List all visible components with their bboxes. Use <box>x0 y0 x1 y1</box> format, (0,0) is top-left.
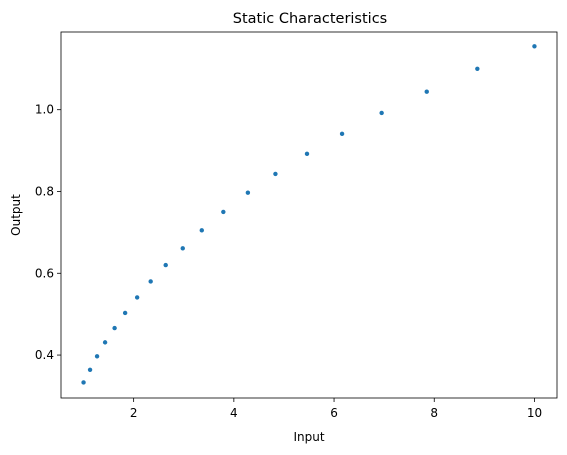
x-axis-label: Input <box>293 430 324 444</box>
data-point <box>304 151 310 157</box>
data-point <box>87 367 93 372</box>
x-tick-label: 4 <box>230 406 238 420</box>
y-tick-label: 1.0 <box>35 103 54 117</box>
data-point <box>199 228 204 233</box>
y-axis-label: Output <box>9 194 23 236</box>
data-point <box>134 295 140 300</box>
data-point <box>339 131 345 137</box>
data-point <box>245 190 251 195</box>
data-point <box>475 66 480 72</box>
y-tick-label: 0.6 <box>35 266 54 280</box>
data-point <box>148 279 153 284</box>
data-point <box>81 380 86 385</box>
data-point <box>180 246 185 251</box>
data-points <box>81 44 537 385</box>
x-tick-label: 10 <box>527 406 542 420</box>
data-point <box>163 262 168 268</box>
data-point <box>532 44 537 49</box>
x-axis-ticks: 2 4 6 8 10 <box>130 398 542 420</box>
x-tick-label: 8 <box>430 406 438 420</box>
y-tick-label: 0.8 <box>35 184 54 198</box>
chart-title: Static Characteristics <box>233 11 387 27</box>
y-axis-ticks: 0.4 0.6 0.8 1.0 <box>35 103 61 362</box>
axes-frame <box>60 31 558 399</box>
data-point <box>112 325 117 331</box>
data-point <box>379 110 384 116</box>
data-point <box>424 89 429 94</box>
y-tick-label: 0.4 <box>35 348 54 362</box>
data-point <box>221 209 226 215</box>
data-point <box>122 310 128 316</box>
data-point <box>94 354 100 359</box>
x-tick-label: 2 <box>130 406 138 420</box>
data-point <box>273 171 278 177</box>
data-point <box>102 340 108 345</box>
x-tick-label: 6 <box>330 406 338 420</box>
